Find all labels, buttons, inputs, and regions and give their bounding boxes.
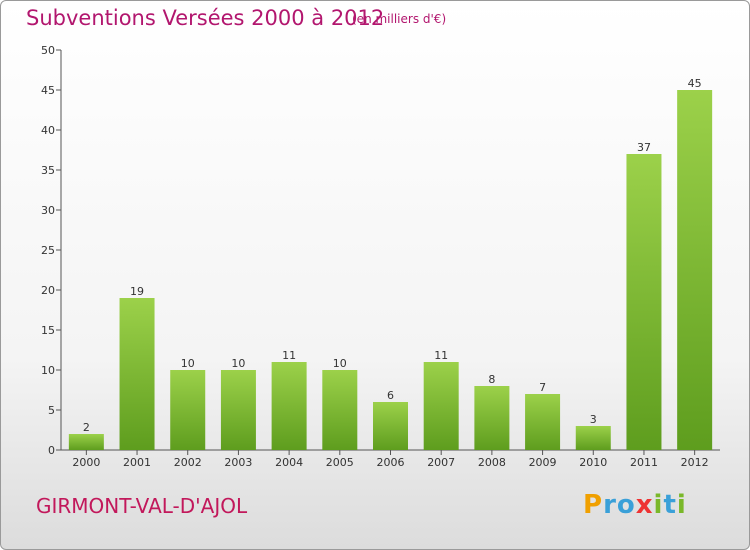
- y-tick-label: 45: [41, 84, 55, 97]
- bar-2007: [423, 362, 459, 450]
- bar-2005: [322, 370, 358, 450]
- y-tick-label: 5: [48, 404, 55, 417]
- x-tick-label: 2001: [123, 456, 151, 469]
- y-tick-label: 15: [41, 324, 55, 337]
- y-tick-label: 35: [41, 164, 55, 177]
- y-tick-label: 40: [41, 124, 55, 137]
- bar-2009: [525, 394, 561, 450]
- bar-2006: [373, 402, 408, 450]
- logo-letter: i: [653, 490, 664, 520]
- bar-2010: [575, 426, 611, 450]
- bar-2012: [677, 90, 713, 450]
- logo-letter: r: [603, 490, 617, 520]
- y-tick-label: 0: [48, 444, 55, 457]
- bar-value-label: 11: [434, 349, 448, 362]
- bar-2003: [220, 370, 256, 450]
- logo-letter: x: [635, 490, 654, 520]
- bar-value-label: 7: [539, 381, 546, 394]
- x-tick-label: 2011: [630, 456, 658, 469]
- x-tick-label: 2002: [174, 456, 202, 469]
- bar-value-label: 3: [590, 413, 597, 426]
- y-tick-label: 10: [41, 364, 55, 377]
- chart-unit: (en milliers d'€): [352, 12, 447, 26]
- bar-value-label: 10: [333, 357, 347, 370]
- x-tick-label: 2010: [579, 456, 607, 469]
- bar-2011: [626, 154, 662, 450]
- bar-value-label: 10: [181, 357, 195, 370]
- logo-letter: i: [676, 490, 687, 520]
- bar-2008: [474, 386, 510, 450]
- x-tick-label: 2009: [529, 456, 557, 469]
- bar-2002: [170, 370, 206, 450]
- y-tick-label: 50: [41, 44, 55, 57]
- x-tick-label: 2004: [275, 456, 303, 469]
- bar-value-label: 8: [488, 373, 495, 386]
- bar-2000: [68, 434, 104, 450]
- bar-value-label: 11: [282, 349, 296, 362]
- bar-value-label: 6: [387, 389, 394, 402]
- logo-letter: o: [616, 490, 636, 520]
- bar-value-label: 10: [231, 357, 245, 370]
- bar-2001: [119, 298, 155, 450]
- x-tick-label: 2012: [681, 456, 709, 469]
- x-tick-label: 2003: [224, 456, 252, 469]
- logo-letter: P: [583, 490, 604, 520]
- x-tick-label: 2000: [72, 456, 100, 469]
- x-tick-label: 2008: [478, 456, 506, 469]
- proxiti-logo: Proxiti: [583, 490, 687, 520]
- chart-title: Subventions Versées 2000 à 2012: [26, 6, 385, 30]
- place-name: GIRMONT-VAL-D'AJOL: [36, 494, 248, 518]
- y-tick-label: 25: [41, 244, 55, 257]
- bar-value-label: 19: [130, 285, 144, 298]
- x-tick-label: 2007: [427, 456, 455, 469]
- logo-letter: t: [663, 490, 677, 520]
- x-tick-label: 2005: [326, 456, 354, 469]
- y-tick-label: 30: [41, 204, 55, 217]
- bar-value-label: 45: [688, 77, 702, 90]
- x-tick-label: 2006: [377, 456, 405, 469]
- y-tick-label: 20: [41, 284, 55, 297]
- bar-value-label: 2: [83, 421, 90, 434]
- bar-2004: [271, 362, 307, 450]
- bar-value-label: 37: [637, 141, 651, 154]
